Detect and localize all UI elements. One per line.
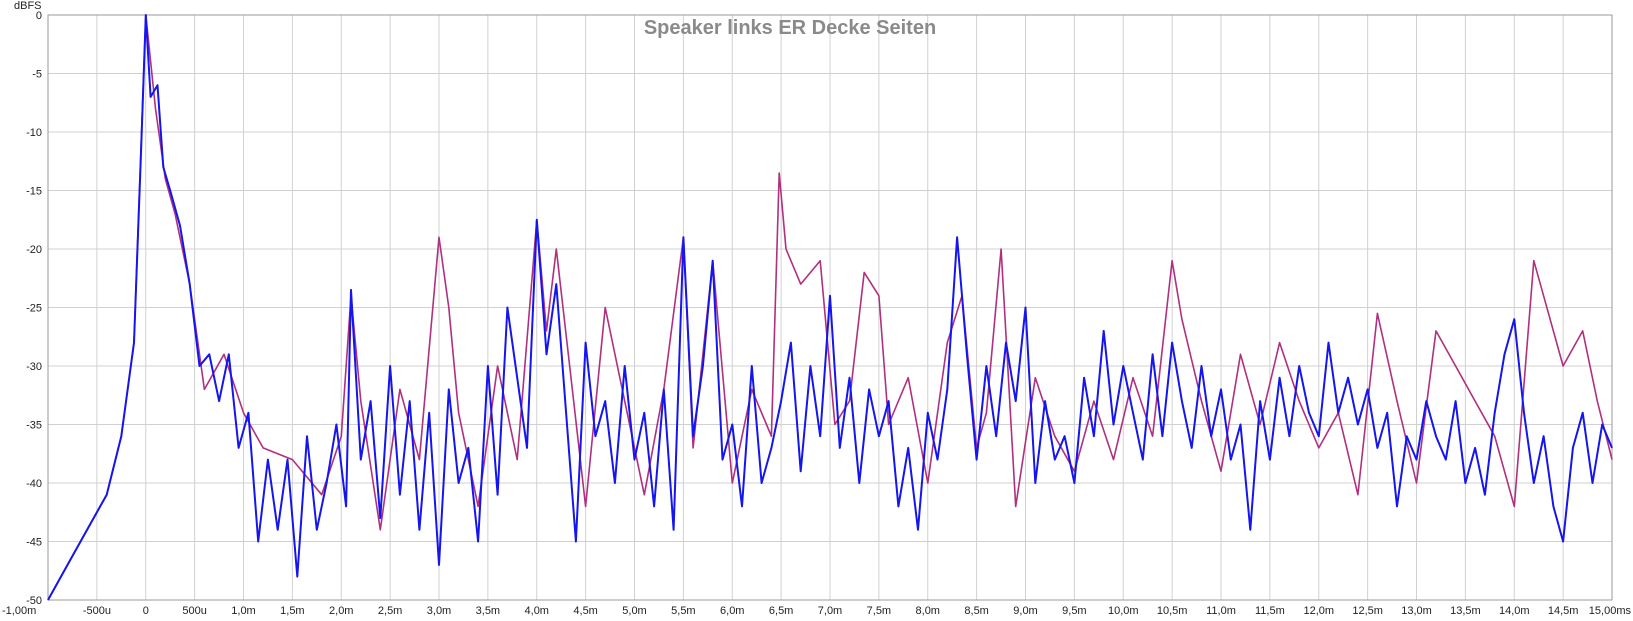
y-tick-label: -45 bbox=[26, 537, 42, 549]
x-tick-label: 8,5m bbox=[964, 605, 988, 617]
x-tick-label: 500u bbox=[182, 605, 206, 617]
series-line-2 bbox=[47, 14, 1613, 601]
x-tick-label: 2,0m bbox=[329, 605, 353, 617]
chart-grid bbox=[47, 14, 1613, 601]
chart-series bbox=[47, 14, 1613, 601]
x-tick-label: -1,00m bbox=[2, 605, 36, 617]
x-tick-label: 3,5m bbox=[476, 605, 500, 617]
y-tick-label: -50 bbox=[26, 595, 42, 607]
y-tick-label: -20 bbox=[26, 244, 42, 256]
x-tick-label: 7,0m bbox=[818, 605, 842, 617]
y-tick-label: 0 bbox=[36, 10, 42, 22]
x-tick-label: 4,0m bbox=[525, 605, 549, 617]
x-tick-label: 1,5m bbox=[280, 605, 304, 617]
y-tick-label: -5 bbox=[32, 69, 42, 81]
x-tick-label: 12,0m bbox=[1303, 605, 1334, 617]
x-tick-label: 13,5m bbox=[1450, 605, 1481, 617]
x-tick-label: 10,5m bbox=[1157, 605, 1188, 617]
y-axis-label: dBFS bbox=[14, 0, 42, 12]
y-tick-label: -10 bbox=[26, 127, 42, 139]
x-axis-ticks: -1,00m -500u 0 500u 1,0m 1,5m 2,0m 2,5m 3,0m 3,5m… bbox=[2, 605, 1631, 617]
x-tick-label: 5,5m bbox=[671, 605, 695, 617]
x-tick-label: 7,5m bbox=[867, 605, 891, 617]
x-tick-label: -500u bbox=[83, 605, 111, 617]
x-tick-label: 14,0m bbox=[1499, 605, 1530, 617]
x-tick-label: 5,0m bbox=[622, 605, 646, 617]
x-tick-label: 15,00ms bbox=[1589, 605, 1632, 617]
x-tick-label: 8,0m bbox=[916, 605, 940, 617]
x-tick-label: 12,5m bbox=[1352, 605, 1383, 617]
y-tick-label: -15 bbox=[26, 186, 42, 198]
x-tick-label: 9,0m bbox=[1013, 605, 1037, 617]
x-tick-label: 13,0m bbox=[1401, 605, 1432, 617]
x-tick-label: 0 bbox=[143, 605, 149, 617]
x-tick-label: 2,5m bbox=[378, 605, 402, 617]
x-tick-label: 6,0m bbox=[720, 605, 744, 617]
x-tick-label: 6,5m bbox=[769, 605, 793, 617]
y-tick-label: -35 bbox=[26, 420, 42, 432]
x-tick-label: 11,5m bbox=[1255, 605, 1285, 617]
x-tick-label: 10,0m bbox=[1108, 605, 1139, 617]
y-axis-ticks: 0 -5 -10 -15 -20 -25 -30 -35 -40 -45 -50 bbox=[26, 10, 42, 607]
x-tick-label: 4,5m bbox=[573, 605, 597, 617]
y-tick-label: -30 bbox=[26, 361, 42, 373]
x-tick-label: 1,0m bbox=[231, 605, 255, 617]
series-line-1 bbox=[47, 14, 1613, 601]
x-tick-label: 14,5m bbox=[1548, 605, 1579, 617]
y-tick-label: -25 bbox=[26, 303, 42, 315]
x-tick-label: 11,0m bbox=[1206, 605, 1236, 617]
x-tick-label: 9,5m bbox=[1062, 605, 1086, 617]
y-tick-label: -40 bbox=[26, 478, 42, 490]
plot-frame bbox=[47, 14, 1613, 601]
x-tick-label: 3,0m bbox=[427, 605, 451, 617]
chart-title: Speaker links ER Decke Seiten bbox=[644, 17, 936, 39]
